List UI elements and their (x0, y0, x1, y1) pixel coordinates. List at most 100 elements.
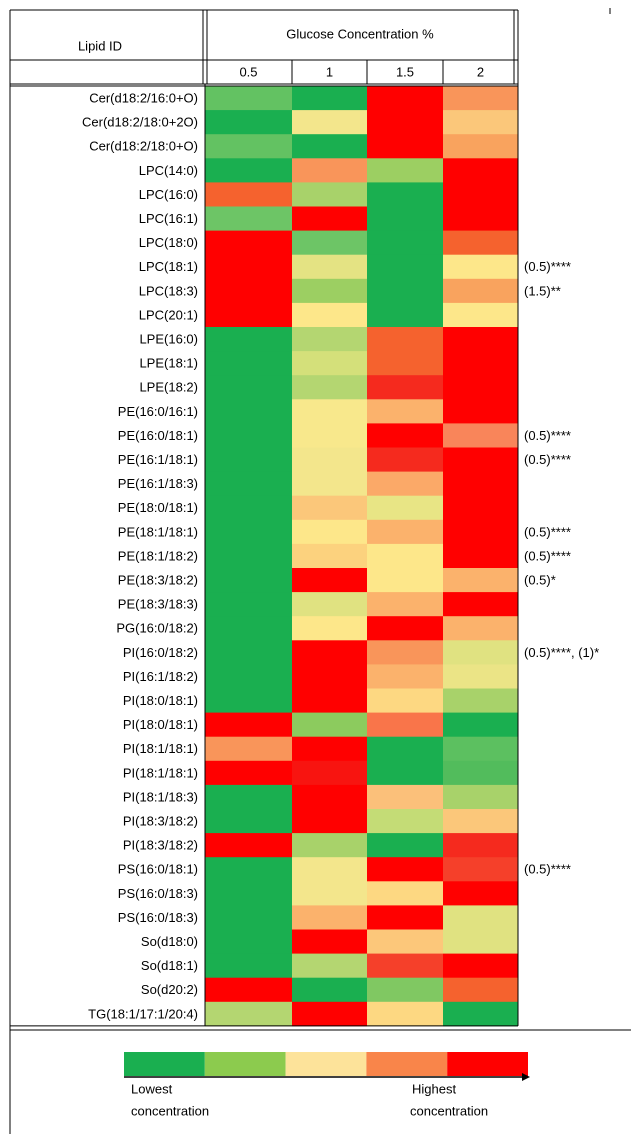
heat-cell (292, 302, 367, 328)
lipid-label: PI(18:1/18:1) (123, 765, 198, 780)
heat-cell (292, 471, 367, 497)
heat-cell (292, 712, 367, 738)
heat-cell (205, 182, 292, 207)
heat-cell (443, 543, 518, 569)
heat-cell (292, 543, 367, 569)
heat-cell (367, 447, 443, 472)
heat-cell (367, 953, 443, 979)
heat-cell (443, 134, 518, 159)
heat-cell (205, 736, 292, 762)
heat-cell (443, 929, 518, 954)
heat-cell (292, 495, 367, 521)
significance-note: (0.5)**** (524, 862, 571, 877)
heat-cell (367, 760, 443, 786)
lipid-label: PI(18:1/18:1) (123, 741, 198, 756)
lipid-label: Cer(d18:2/18:0+O) (89, 139, 198, 154)
heat-cell (205, 568, 292, 593)
heat-cell (443, 736, 518, 762)
heat-cell (292, 688, 367, 713)
legend-swatch (447, 1052, 528, 1076)
heat-cell (292, 447, 367, 472)
heat-cell (443, 495, 518, 521)
lipid-label: LPC(20:1) (139, 307, 198, 322)
heat-cell (292, 134, 367, 159)
header-lipid-id: Lipid ID (78, 38, 122, 53)
heat-cell (443, 568, 518, 593)
heat-cell (367, 592, 443, 617)
legend-arrowhead (522, 1073, 530, 1081)
heat-cell (205, 327, 292, 352)
heat-cell (367, 86, 443, 111)
heat-cell (205, 519, 292, 545)
lipid-label: PE(18:3/18:2) (118, 572, 198, 587)
heat-cell (367, 471, 443, 497)
heat-cell (292, 230, 367, 256)
lipid-label: PI(18:0/18:1) (123, 693, 198, 708)
heat-cell (205, 471, 292, 497)
heat-cell (443, 206, 518, 231)
heat-cell (292, 1001, 367, 1027)
heat-cell (292, 736, 367, 762)
lipid-label: LPE(16:0) (139, 331, 198, 346)
lipid-label: PE(16:0/18:1) (118, 428, 198, 443)
heat-cell (292, 784, 367, 810)
lipid-label: PE(16:0/16:1) (118, 404, 198, 419)
heat-cell (367, 134, 443, 159)
heat-cell (292, 760, 367, 786)
lipid-label: PI(16:1/18:2) (123, 669, 198, 684)
heat-cell (443, 327, 518, 352)
significance-note: (0.5)**** (524, 259, 571, 274)
lipid-label: PI(18:3/18:2) (123, 838, 198, 853)
heat-cell (292, 592, 367, 617)
heat-cell (292, 616, 367, 641)
heat-cell (205, 784, 292, 810)
heat-cell (443, 784, 518, 810)
heat-cell (367, 182, 443, 207)
heat-cell (205, 158, 292, 183)
heat-cell (443, 182, 518, 207)
lipid-label: PE(16:1/18:1) (118, 452, 198, 467)
heat-cell (443, 688, 518, 713)
heat-cell (443, 640, 518, 665)
heat-cell (367, 857, 443, 882)
heat-cell (292, 857, 367, 882)
heat-cell (443, 278, 518, 304)
heat-cell (205, 929, 292, 954)
heat-cell (292, 929, 367, 954)
lipid-label: PS(16:0/18:3) (118, 886, 198, 901)
heat-cell (367, 543, 443, 569)
lipid-label: LPC(18:1) (139, 259, 198, 274)
heat-cell (367, 688, 443, 713)
heat-cell (292, 278, 367, 304)
heat-cell (443, 519, 518, 545)
heat-cell (443, 110, 518, 135)
heat-cell (443, 1001, 518, 1027)
heat-cell (367, 784, 443, 810)
legend-swatch (366, 1052, 448, 1076)
heat-cell (292, 182, 367, 207)
heat-cell (205, 423, 292, 448)
column-header: 0.5 (239, 64, 257, 79)
heat-cell (367, 905, 443, 930)
heat-cell (367, 881, 443, 906)
heat-cell (205, 953, 292, 979)
heat-cell (367, 206, 443, 231)
heat-cell (292, 206, 367, 231)
heat-cell (205, 905, 292, 930)
lipid-label: LPE(18:2) (139, 380, 198, 395)
heat-cell (205, 809, 292, 834)
heat-cell (443, 254, 518, 280)
heat-cell (205, 399, 292, 424)
heat-cell (205, 760, 292, 786)
heat-cell (367, 327, 443, 352)
heat-cell (292, 833, 367, 858)
heat-cell (443, 423, 518, 448)
heat-cell (443, 351, 518, 376)
significance-note: (0.5)**** (524, 548, 571, 563)
legend-high-label: Highest (412, 1081, 456, 1096)
lipid-label: LPC(14:0) (139, 163, 198, 178)
heat-cell (443, 86, 518, 111)
heat-cell (292, 519, 367, 545)
heat-cell (367, 158, 443, 183)
